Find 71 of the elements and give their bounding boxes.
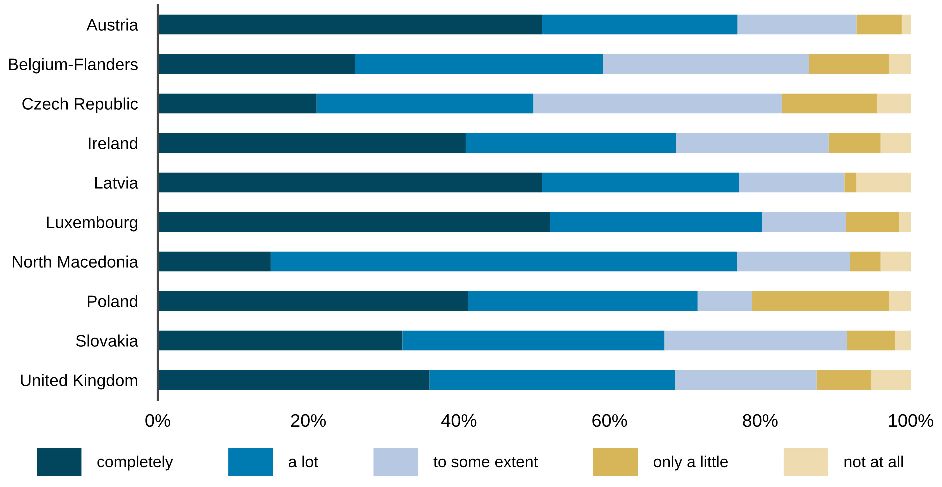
bar (846, 330, 896, 351)
bar (158, 330, 403, 351)
bar (739, 172, 845, 193)
bar (828, 133, 881, 154)
bar (158, 133, 466, 154)
bar (856, 14, 902, 35)
y-tick-label: Luxembourg (47, 216, 138, 232)
bar (895, 330, 911, 351)
bar (158, 370, 430, 390)
bar (889, 54, 911, 74)
legend-label: only a little (654, 456, 728, 471)
bar (550, 212, 763, 232)
bar (762, 212, 846, 232)
bar (675, 370, 817, 390)
y-tick-label: United Kingdom (21, 374, 138, 390)
y-tick-label: Belgium-Flanders (9, 58, 138, 74)
y-tick-label: Poland (88, 295, 138, 308)
y-tick-label: Slovakia (76, 334, 139, 347)
bar (738, 14, 857, 35)
bar (430, 370, 676, 390)
y-tick-label: Latvia (95, 176, 139, 189)
bar (871, 370, 911, 390)
bar (737, 252, 850, 272)
x-tick-label: 0% (146, 414, 170, 428)
bar (158, 172, 542, 193)
x-tick-label: 20% (291, 414, 326, 428)
legend-label: a lot (289, 456, 318, 468)
bar (676, 133, 829, 154)
bar (542, 172, 740, 193)
bar (355, 54, 604, 74)
bar (270, 252, 738, 272)
y-tick-label: Austria (86, 18, 139, 31)
bar (534, 94, 782, 114)
bar (158, 94, 317, 114)
bar (856, 172, 911, 193)
bar (846, 212, 900, 232)
bar (664, 330, 847, 351)
bar (468, 291, 698, 312)
bar (902, 14, 911, 35)
bar (316, 94, 534, 114)
bar (158, 14, 542, 35)
bar (877, 94, 911, 114)
bar (809, 54, 890, 74)
y-tick-label: Czech Republic (22, 98, 138, 114)
bar (880, 252, 911, 272)
x-tick-label: 100% (889, 414, 934, 428)
bar (889, 291, 911, 312)
bar (158, 252, 271, 272)
legend-label: to some extent (434, 457, 538, 468)
bar (402, 330, 665, 351)
bar (158, 212, 550, 232)
legend-label: completely (98, 456, 174, 471)
bar (900, 212, 911, 232)
bar (782, 94, 878, 114)
bar (603, 54, 810, 74)
legend-label: not at all (844, 456, 904, 468)
bar (542, 14, 738, 35)
bar (880, 133, 911, 154)
bar (466, 133, 676, 154)
bar (816, 370, 872, 390)
bar (698, 291, 752, 312)
bar (844, 172, 857, 193)
x-tick-label: 80% (743, 414, 778, 428)
y-tick-label: Ireland (89, 137, 138, 150)
bar (158, 54, 356, 74)
y-tick-label: North Macedonia (13, 256, 139, 268)
x-tick-label: 40% (442, 414, 477, 428)
bar (752, 291, 890, 312)
x-tick-label: 60% (592, 414, 628, 428)
bar (850, 252, 881, 272)
bar (158, 291, 468, 312)
